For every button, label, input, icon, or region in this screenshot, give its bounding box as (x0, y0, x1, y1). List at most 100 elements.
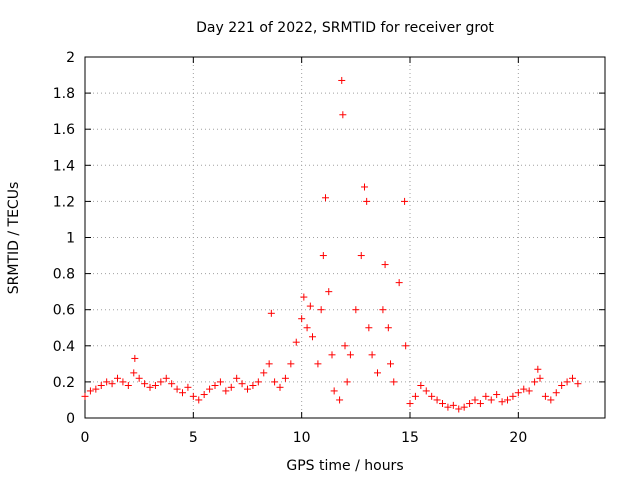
y-tick-label: 1.2 (53, 194, 75, 210)
data-point (119, 378, 127, 386)
data-point (135, 374, 143, 382)
data-point (114, 374, 121, 382)
chart-title: Day 221 of 2022, SRMTID for receiver gro… (196, 20, 494, 36)
y-tick-label: 1.8 (53, 86, 75, 102)
y-tick-label: 1 (66, 231, 75, 247)
data-point (131, 354, 139, 362)
data-point (222, 387, 230, 395)
data-point (401, 197, 409, 205)
data-point (336, 396, 344, 404)
data-point (569, 374, 576, 382)
data-point (466, 400, 474, 408)
data-point (254, 378, 262, 386)
data-point (265, 360, 273, 368)
data-point (455, 405, 463, 413)
data-point (536, 374, 544, 382)
data-point (271, 378, 279, 386)
data-point (444, 403, 452, 411)
data-point (460, 403, 468, 411)
y-tick-label: 0.2 (53, 375, 75, 391)
data-point (547, 396, 555, 404)
data-point (108, 380, 116, 388)
data-point (563, 378, 571, 386)
data-point (352, 306, 360, 314)
data-point (406, 400, 414, 408)
data-point (368, 351, 376, 359)
data-point (493, 391, 501, 399)
data-point (195, 396, 203, 404)
data-point (482, 392, 490, 400)
data-point (346, 351, 354, 359)
data-point (233, 374, 241, 382)
data-point (338, 76, 346, 84)
y-tick-label: 1.6 (53, 122, 75, 138)
data-point (300, 293, 308, 301)
data-point (124, 382, 132, 390)
x-tick-label: 0 (81, 430, 90, 446)
data-point (558, 382, 566, 390)
data-point (287, 360, 295, 368)
data-point (357, 252, 365, 260)
data-point (81, 392, 89, 400)
data-point (314, 360, 322, 368)
data-point (303, 324, 311, 332)
data-point (238, 380, 246, 388)
data-point (504, 396, 511, 404)
data-point (341, 342, 349, 350)
data-point (417, 382, 425, 390)
data-point (130, 369, 138, 377)
data-point (363, 197, 371, 205)
data-point (471, 396, 479, 404)
data-point (520, 385, 528, 393)
grid-lines (85, 57, 605, 418)
data-point (476, 400, 484, 408)
data-point (173, 385, 181, 393)
data-point (509, 392, 517, 400)
data-point (281, 374, 289, 382)
data-point (525, 387, 533, 395)
data-point (92, 385, 100, 393)
data-point (428, 392, 436, 400)
data-point (292, 338, 300, 346)
y-tick-label: 0.6 (53, 303, 75, 319)
data-point (325, 288, 333, 296)
y-tick-label: 0.8 (53, 267, 75, 283)
data-point (402, 342, 410, 350)
data-point (141, 380, 149, 388)
data-point (552, 389, 560, 397)
data-point (365, 324, 373, 332)
data-point (387, 360, 394, 368)
data-point (422, 387, 430, 395)
data-point (330, 387, 338, 395)
data-point (146, 383, 154, 391)
data-point (267, 309, 275, 317)
data-point (343, 378, 351, 386)
data-point (381, 261, 389, 269)
data-point (361, 183, 368, 191)
data-point (211, 382, 219, 390)
data-point (395, 279, 403, 287)
data-points (81, 76, 582, 413)
data-point (306, 302, 314, 310)
data-point (541, 392, 549, 400)
data-point (189, 392, 197, 400)
data-point (151, 382, 159, 390)
y-tick-label: 0 (66, 411, 75, 427)
data-point (339, 111, 347, 119)
data-point (449, 401, 457, 409)
data-point (179, 389, 186, 397)
axes (84, 56, 606, 419)
data-point (200, 391, 208, 399)
data-point (162, 374, 170, 382)
x-tick-label: 15 (401, 430, 419, 446)
data-point (534, 365, 542, 373)
data-point (276, 383, 284, 391)
data-point (97, 382, 105, 390)
x-tick-label: 20 (509, 430, 527, 446)
data-point (328, 351, 336, 359)
data-point (374, 369, 381, 377)
data-point (168, 380, 176, 388)
data-point (317, 306, 325, 314)
x-axis-label: GPS time / hours (286, 458, 403, 474)
